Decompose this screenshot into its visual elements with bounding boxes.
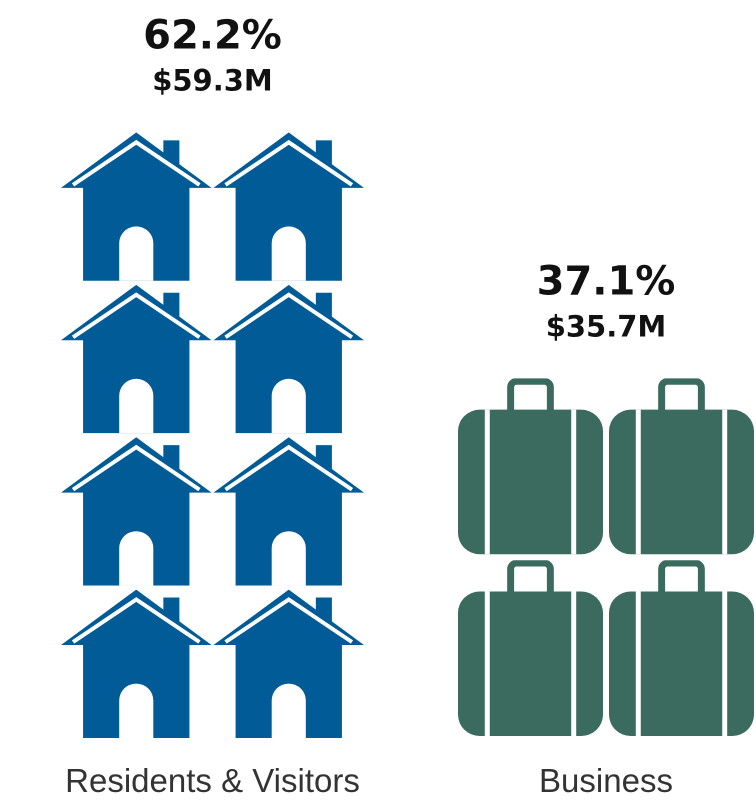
house-icon: [214, 132, 365, 280]
category-label: Business: [539, 762, 673, 799]
house-icon: [214, 437, 365, 585]
icon-stack: [458, 381, 754, 736]
suitcase-icon: [458, 381, 603, 554]
house-icon: [61, 590, 212, 738]
house-icon: [214, 590, 365, 738]
suitcase-icon: [609, 381, 754, 554]
percent-label: 62.2%: [143, 12, 282, 58]
house-icon: [214, 285, 365, 433]
amount-label: $59.3M: [152, 63, 273, 97]
percent-label: 37.1%: [537, 258, 676, 304]
suitcase-icon: [609, 563, 754, 736]
amount-label: $35.7M: [546, 309, 667, 343]
icon-stack: [61, 132, 364, 738]
house-icon: [61, 285, 212, 433]
suitcase-icon: [458, 563, 603, 736]
category-label: Residents & Visitors: [65, 762, 360, 799]
house-icon: [61, 437, 212, 585]
house-icon: [61, 132, 212, 280]
